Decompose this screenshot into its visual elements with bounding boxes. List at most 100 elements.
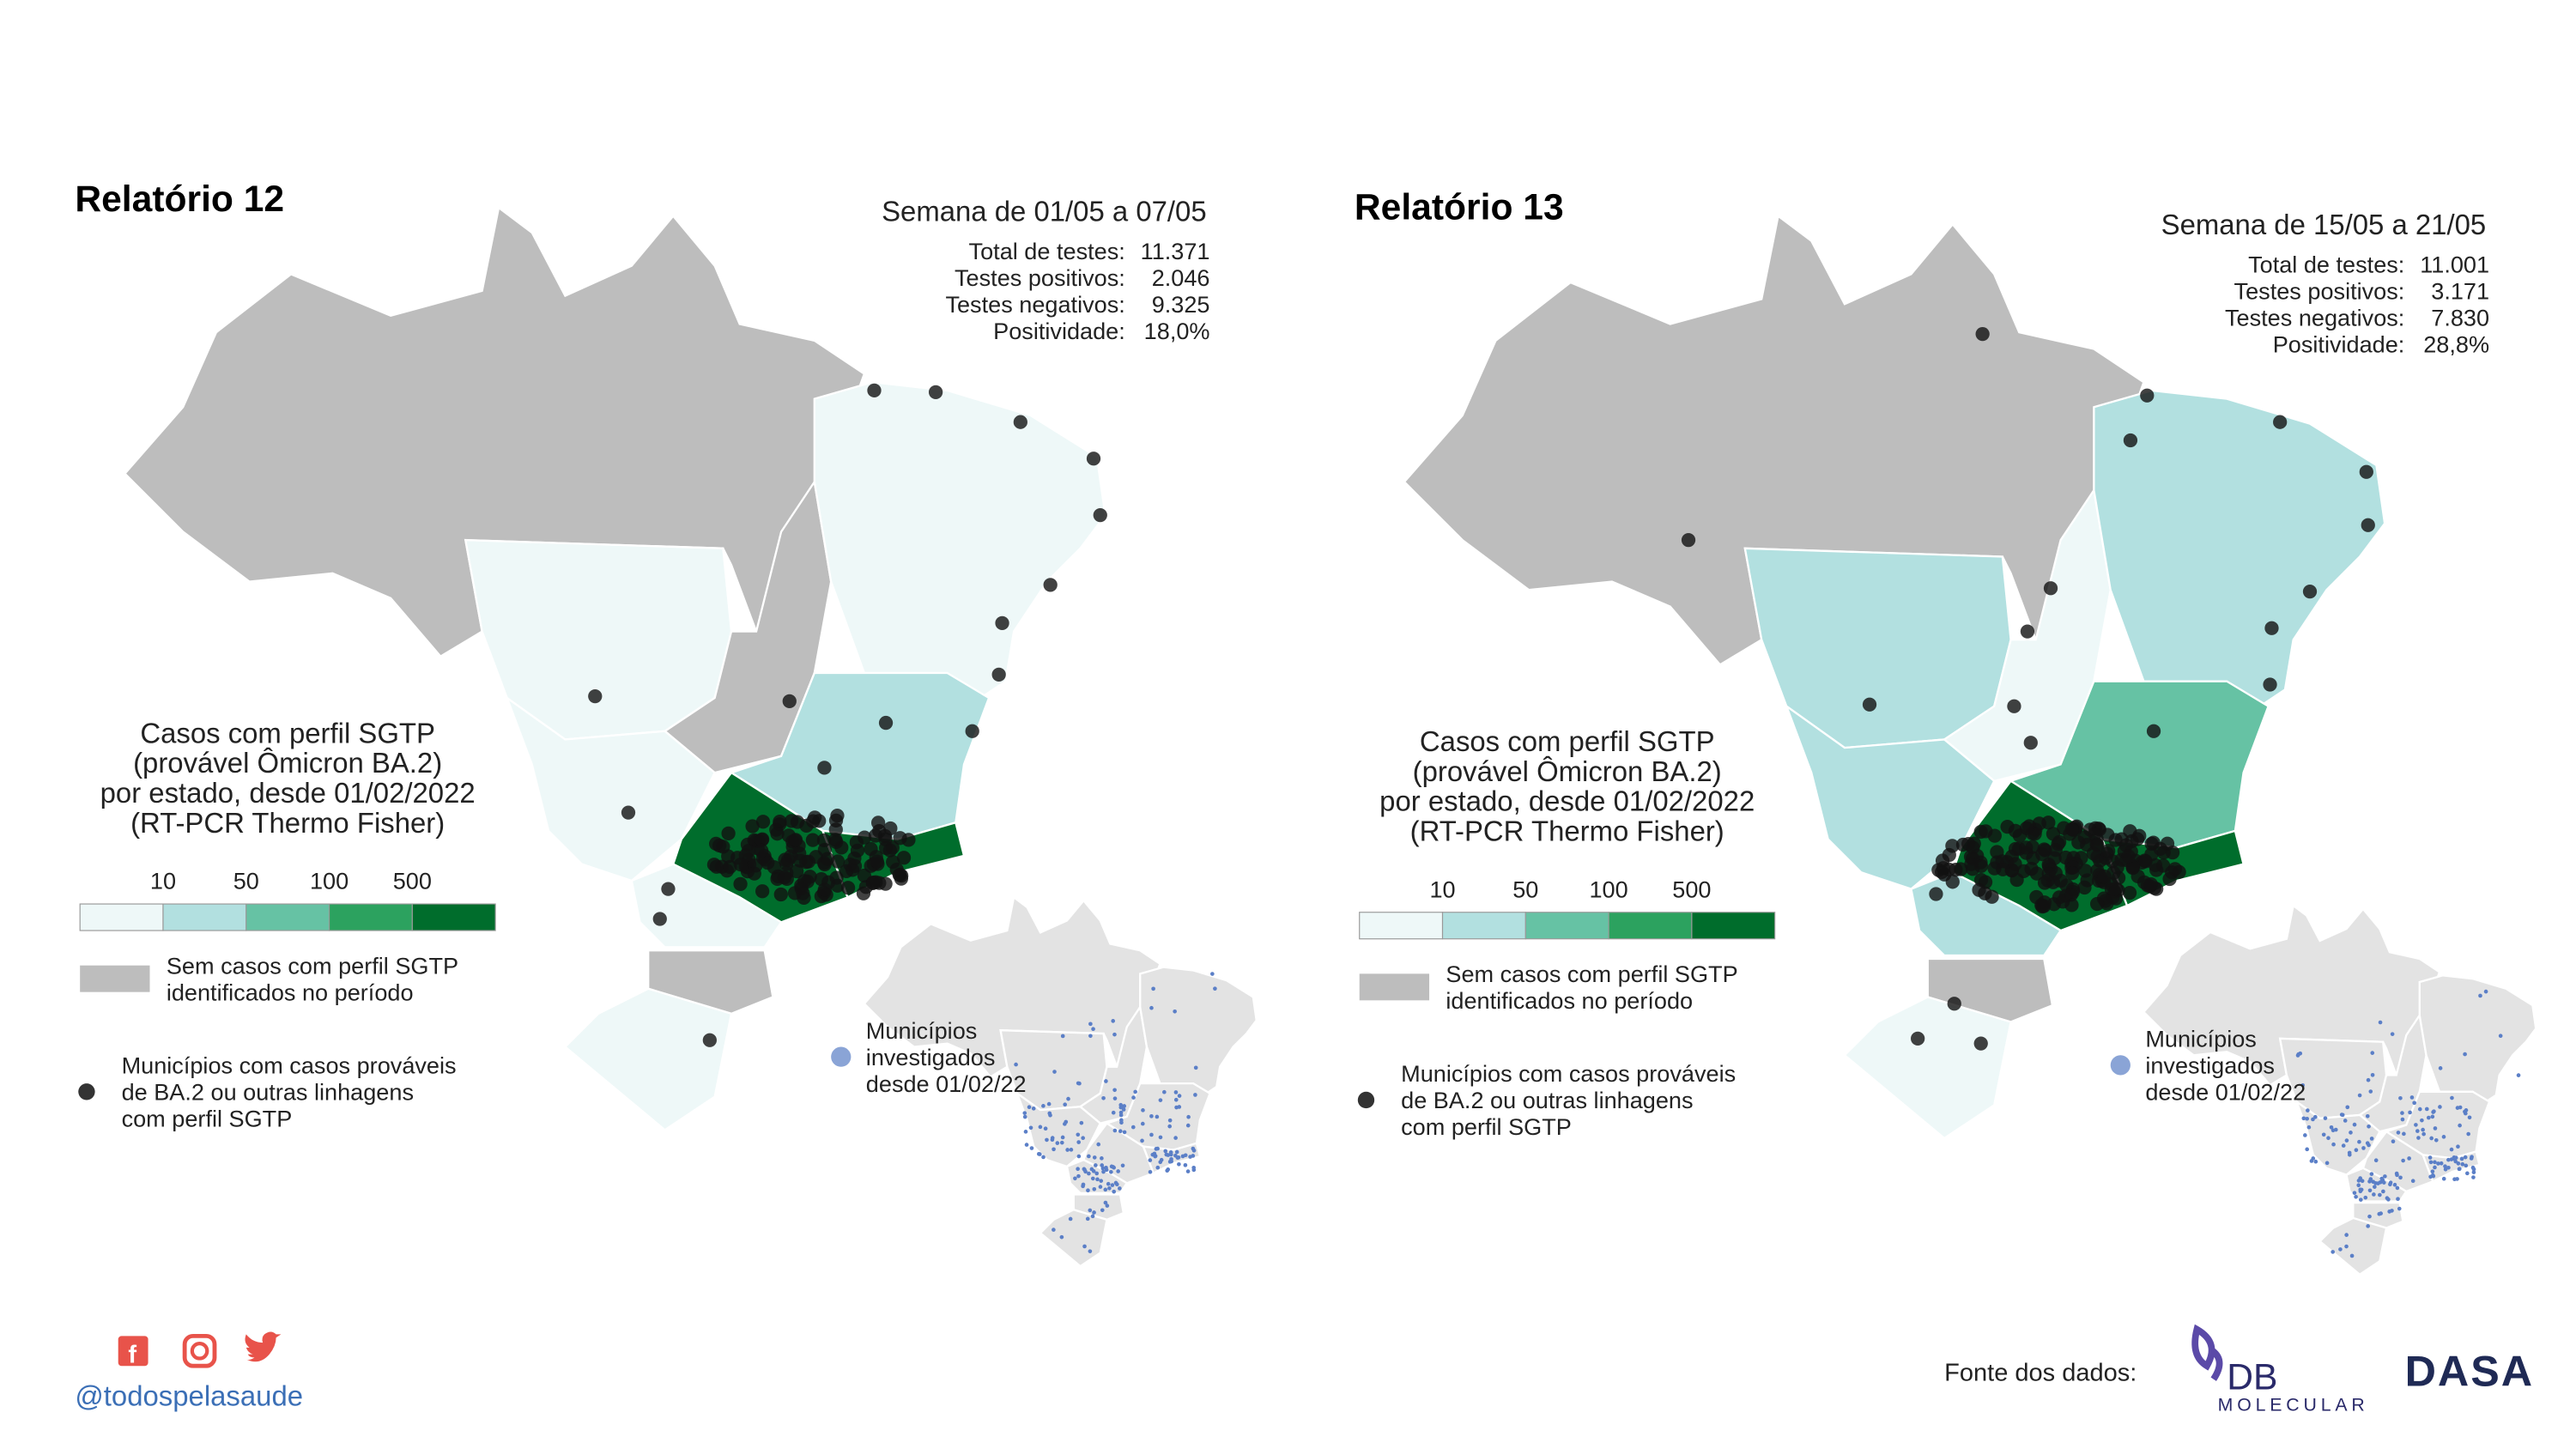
stat-label: Positividade:	[2273, 330, 2405, 357]
investigated-dot	[1112, 1189, 1117, 1194]
investigated-dot	[1193, 1065, 1198, 1070]
inset-state	[2318, 1216, 2388, 1276]
municipality-dot	[702, 1033, 717, 1047]
investigated-dot	[1047, 1111, 1052, 1116]
investigated-dot	[2443, 1164, 2447, 1168]
investigated-dot	[2381, 1189, 2385, 1194]
investigated-dot	[2438, 1066, 2443, 1070]
municipality-dot	[2078, 864, 2093, 878]
investigated-dot	[1076, 1167, 1080, 1172]
investigated-dot	[2323, 1116, 2328, 1120]
investigated-dot	[2460, 1161, 2465, 1167]
municipality-dot	[865, 876, 881, 890]
municipality-dot	[2048, 843, 2063, 858]
investigated-dot	[2428, 1160, 2434, 1165]
legend-bin	[245, 903, 330, 931]
investigated-dot	[1041, 1155, 1046, 1160]
investigated-dot	[2303, 1133, 2307, 1137]
municipality-dot	[805, 833, 821, 847]
investigated-dot	[1043, 1126, 1048, 1131]
municipality-dot	[2118, 838, 2133, 852]
investigated-dot	[2360, 1179, 2365, 1184]
municipality-dot	[870, 854, 884, 869]
investigated-dot	[2408, 1110, 2412, 1115]
legend-bin	[1691, 912, 1776, 940]
municipality-dot	[2138, 854, 2153, 869]
investigated-dot	[1100, 1156, 1104, 1161]
municipality-text: Municípios com casos prováveis	[122, 1052, 457, 1079]
investigated-dot	[1163, 1149, 1168, 1154]
municipality-dot	[588, 688, 603, 704]
investigated-dot	[1118, 1186, 1122, 1191]
investigated-dot	[2373, 1185, 2377, 1189]
investigated-dot	[1112, 1128, 1118, 1133]
municipality-dot	[817, 761, 832, 775]
investigated-dot	[2388, 1180, 2393, 1185]
investigated-dot	[2345, 1105, 2350, 1110]
investigated-dot	[1118, 1113, 1124, 1118]
week: Semana de 01/05 a 07/05	[882, 195, 1207, 227]
investigated-dot	[2436, 1161, 2440, 1166]
municipality-dot	[733, 857, 749, 872]
investigated-dot	[1174, 1149, 1179, 1155]
twitter-icon[interactable]	[245, 1331, 282, 1362]
investigated-dot	[2415, 1129, 2420, 1133]
investigated-dot	[1112, 1088, 1117, 1093]
investigated-dot	[2376, 1181, 2380, 1185]
week: Semana de 15/05 a 21/05	[2161, 209, 2487, 240]
municipality-dot	[2109, 882, 2124, 896]
municipality-dot	[840, 881, 856, 895]
municipality-dot	[790, 864, 804, 879]
investigated-dot	[1066, 1096, 1070, 1101]
investigated-dot	[1076, 1154, 1082, 1159]
investigated-dot	[1028, 1125, 1033, 1131]
municipality-key-dot	[78, 1083, 95, 1100]
investigated-dot	[2326, 1136, 2331, 1141]
investigated-dot	[2398, 1095, 2403, 1100]
investigated-dot	[1088, 1249, 1093, 1253]
investigated-dot	[1059, 1140, 1064, 1145]
investigated-dot	[2349, 1131, 2353, 1135]
municipality-dot	[2071, 835, 2086, 850]
investigated-dot	[2344, 1138, 2349, 1143]
investigated-dot	[1014, 1062, 1018, 1067]
legend-tick: 100	[1589, 876, 1627, 902]
investigated-dot	[2457, 1167, 2462, 1172]
investigated-dot	[1119, 1120, 1124, 1125]
instagram-icon[interactable]	[182, 1333, 217, 1368]
investigated-dot	[2407, 1156, 2411, 1161]
municipality-dot	[652, 912, 667, 926]
investigated-dot	[2354, 1194, 2358, 1199]
legend-bin	[162, 903, 247, 931]
municipality-text: Municípios com casos prováveis	[1401, 1060, 1736, 1087]
municipality-dot	[2029, 866, 2044, 881]
investigated-dot	[1041, 1104, 1046, 1108]
municipality-dot	[2108, 891, 2124, 906]
investigated-dot	[1186, 1114, 1191, 1119]
municipality-dot	[794, 881, 809, 896]
investigated-dot	[1068, 1216, 1073, 1222]
legend-bin	[1441, 912, 1526, 940]
investigated-dot	[2347, 1150, 2352, 1155]
municipality-dot	[2020, 624, 2035, 639]
facebook-icon[interactable]	[118, 1336, 148, 1367]
investigated-dot	[1064, 1119, 1069, 1125]
investigated-dot	[1149, 1132, 1154, 1137]
handle: @todospelasaude	[75, 1380, 303, 1412]
municipality-dot	[883, 821, 898, 836]
investigated-dot	[2463, 1052, 2467, 1057]
investigated-dot	[1116, 1169, 1120, 1173]
investigated-dot	[1081, 1136, 1086, 1141]
legend-title: por estado, desde 01/02/2022	[1379, 785, 1755, 817]
investigated-key-dot	[2110, 1055, 2131, 1076]
investigated-dot	[2449, 1147, 2454, 1152]
social-icons[interactable]: f	[118, 1331, 282, 1369]
investigated-dot	[2367, 1143, 2371, 1148]
investigated-dot	[1141, 1108, 1145, 1113]
no-case-swatch	[1359, 973, 1430, 1001]
investigated-dot	[1022, 1111, 1027, 1115]
investigated-dot	[2344, 1233, 2349, 1237]
investigated-dot	[2331, 1250, 2336, 1254]
investigated-dot	[1046, 1101, 1052, 1106]
municipality-dot	[867, 383, 882, 398]
